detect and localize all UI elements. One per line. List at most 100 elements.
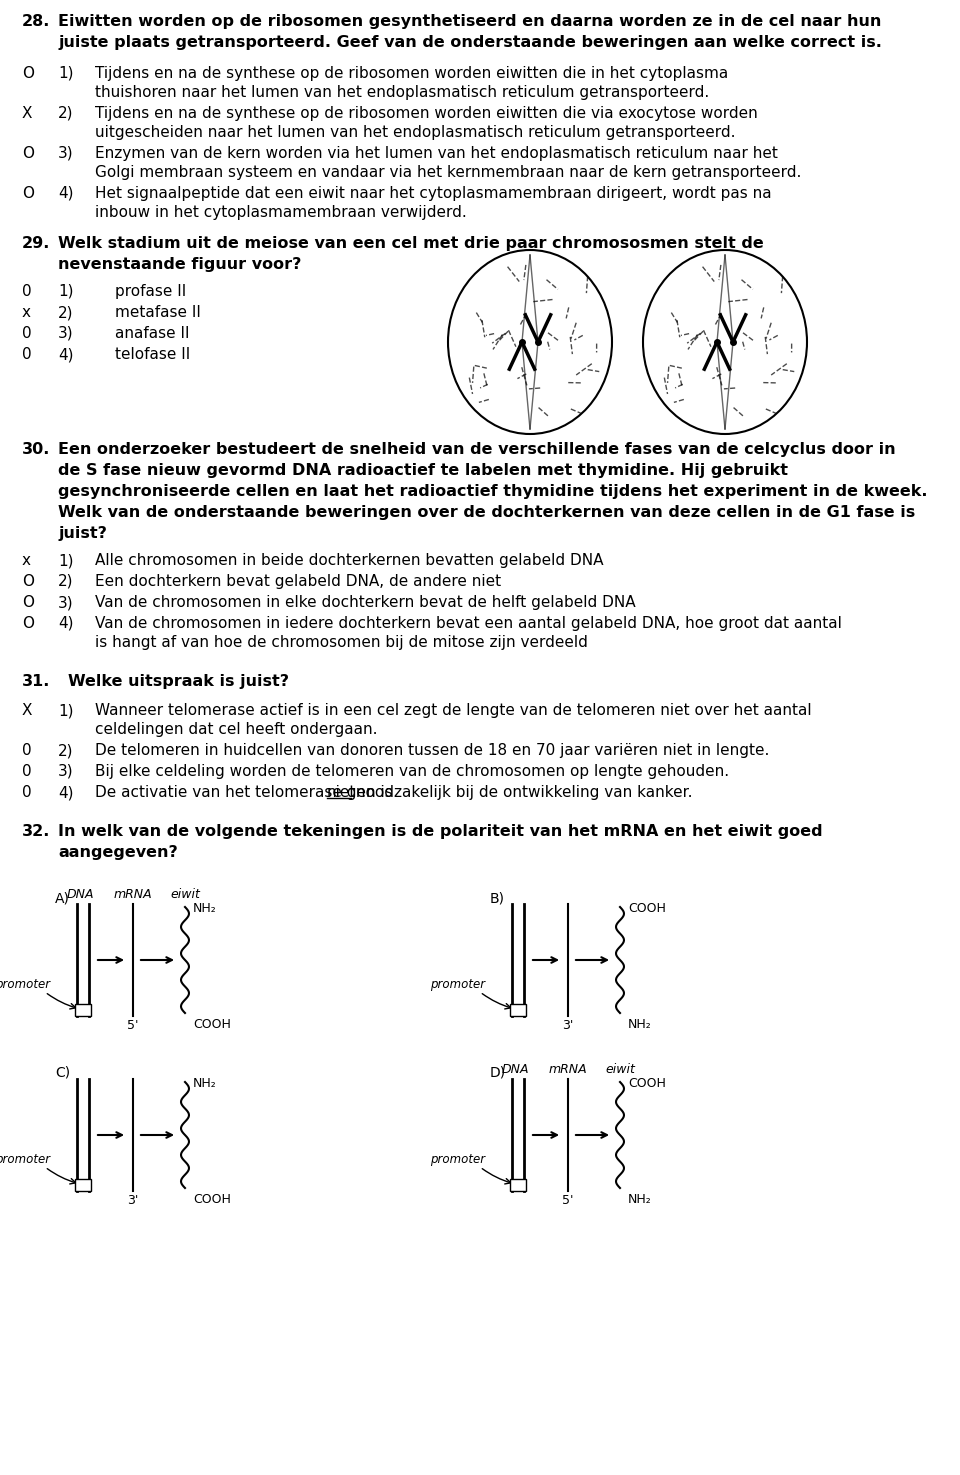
Text: O: O bbox=[22, 594, 34, 611]
Text: Welke uitspraak is juist?: Welke uitspraak is juist? bbox=[68, 674, 289, 689]
Text: O: O bbox=[22, 66, 34, 81]
Bar bbox=[510, 1179, 526, 1190]
Text: Bij elke celdeling worden de telomeren van de chromosomen op lengte gehouden.: Bij elke celdeling worden de telomeren v… bbox=[95, 764, 730, 779]
Text: O: O bbox=[22, 617, 34, 631]
Text: De telomeren in huidcellen van donoren tussen de 18 en 70 jaar variëren niet in : De telomeren in huidcellen van donoren t… bbox=[95, 743, 769, 758]
Text: 30.: 30. bbox=[22, 442, 50, 457]
Text: 4): 4) bbox=[58, 785, 74, 799]
Text: 3': 3' bbox=[563, 1019, 574, 1032]
Text: 2): 2) bbox=[58, 106, 74, 121]
Text: 4): 4) bbox=[58, 617, 74, 631]
Text: 2): 2) bbox=[58, 305, 74, 320]
Text: X: X bbox=[22, 106, 33, 121]
Text: 3': 3' bbox=[128, 1193, 138, 1207]
Text: uitgescheiden naar het lumen van het endoplasmatisch reticulum getransporteerd.: uitgescheiden naar het lumen van het end… bbox=[95, 125, 735, 140]
Text: 4): 4) bbox=[58, 347, 74, 361]
Text: Eiwitten worden op de ribosomen gesynthetiseerd en daarna worden ze in de cel na: Eiwitten worden op de ribosomen gesynthe… bbox=[58, 13, 881, 30]
Text: x: x bbox=[22, 305, 31, 320]
Text: Van de chromosomen in iedere dochterkern bevat een aantal gelabeld DNA, hoe groo: Van de chromosomen in iedere dochterkern… bbox=[95, 617, 842, 631]
Text: 0: 0 bbox=[22, 347, 32, 361]
Text: B): B) bbox=[490, 891, 505, 906]
Text: C): C) bbox=[55, 1066, 70, 1080]
Text: thuishoren naar het lumen van het endoplasmatisch reticulum getransporteerd.: thuishoren naar het lumen van het endopl… bbox=[95, 86, 709, 100]
Text: Een onderzoeker bestudeert de snelheid van de verschillende fases van de celcycl: Een onderzoeker bestudeert de snelheid v… bbox=[58, 442, 896, 457]
Text: celdelingen dat cel heeft ondergaan.: celdelingen dat cel heeft ondergaan. bbox=[95, 721, 377, 738]
Text: Wanneer telomerase actief is in een cel zegt de lengte van de telomeren niet ove: Wanneer telomerase actief is in een cel … bbox=[95, 704, 811, 718]
Text: 3): 3) bbox=[58, 326, 74, 341]
Text: 28.: 28. bbox=[22, 13, 50, 30]
Text: NH₂: NH₂ bbox=[193, 903, 217, 914]
Text: telofase II: telofase II bbox=[115, 347, 190, 361]
Text: Enzymen van de kern worden via het lumen van het endoplasmatisch reticulum naar : Enzymen van de kern worden via het lumen… bbox=[95, 146, 778, 161]
Text: COOH: COOH bbox=[193, 1193, 230, 1207]
Text: Van de chromosomen in elke dochterkern bevat de helft gelabeld DNA: Van de chromosomen in elke dochterkern b… bbox=[95, 594, 636, 611]
Text: NH₂: NH₂ bbox=[628, 1193, 652, 1207]
Text: 0: 0 bbox=[22, 785, 32, 799]
Text: 0: 0 bbox=[22, 743, 32, 758]
Text: De activatie van het telomerase gen is: De activatie van het telomerase gen is bbox=[95, 785, 397, 799]
Text: metafase II: metafase II bbox=[115, 305, 201, 320]
Text: NH₂: NH₂ bbox=[628, 1018, 652, 1031]
Text: 3): 3) bbox=[58, 594, 74, 611]
Text: 4): 4) bbox=[58, 186, 74, 201]
Text: promoter: promoter bbox=[0, 1153, 50, 1167]
Text: Golgi membraan systeem en vandaar via het kernmembraan naar de kern getransporte: Golgi membraan systeem en vandaar via he… bbox=[95, 165, 802, 180]
Text: COOH: COOH bbox=[193, 1018, 230, 1031]
Text: juiste plaats getransporteerd. Geef van de onderstaande beweringen aan welke cor: juiste plaats getransporteerd. Geef van … bbox=[58, 35, 882, 50]
Text: Het signaalpeptide dat een eiwit naar het cytoplasmamembraan dirigeert, wordt pa: Het signaalpeptide dat een eiwit naar he… bbox=[95, 186, 772, 201]
Text: Tijdens en na de synthese op de ribosomen worden eiwitten die via exocytose word: Tijdens en na de synthese op de ribosome… bbox=[95, 106, 757, 121]
Text: D): D) bbox=[490, 1066, 506, 1080]
Text: 31.: 31. bbox=[22, 674, 50, 689]
Text: Alle chromosomen in beide dochterkernen bevatten gelabeld DNA: Alle chromosomen in beide dochterkernen … bbox=[95, 553, 604, 568]
Text: 1): 1) bbox=[58, 285, 74, 299]
Text: 5': 5' bbox=[128, 1019, 139, 1032]
Text: inbouw in het cytoplasmamembraan verwijderd.: inbouw in het cytoplasmamembraan verwijd… bbox=[95, 205, 467, 220]
Text: 32.: 32. bbox=[22, 825, 50, 839]
Text: anafase II: anafase II bbox=[115, 326, 189, 341]
Text: 0: 0 bbox=[22, 326, 32, 341]
Text: In welk van de volgende tekeningen is de polariteit van het mRNA en het eiwit go: In welk van de volgende tekeningen is de… bbox=[58, 825, 823, 839]
Text: A): A) bbox=[55, 891, 70, 906]
Text: 0: 0 bbox=[22, 285, 32, 299]
Text: COOH: COOH bbox=[628, 903, 666, 914]
Text: DNA: DNA bbox=[66, 888, 94, 901]
Text: DNA: DNA bbox=[501, 1063, 529, 1075]
Text: O: O bbox=[22, 186, 34, 201]
Text: 2): 2) bbox=[58, 574, 74, 589]
Text: gesynchroniseerde cellen en laat het radioactief thymidine tijdens het experimen: gesynchroniseerde cellen en laat het rad… bbox=[58, 484, 927, 499]
Text: NH₂: NH₂ bbox=[193, 1077, 217, 1090]
Text: x: x bbox=[22, 553, 31, 568]
Text: X: X bbox=[22, 704, 33, 718]
Text: promoter: promoter bbox=[430, 1153, 485, 1167]
Text: profase II: profase II bbox=[115, 285, 186, 299]
Text: eiwit: eiwit bbox=[605, 1063, 635, 1075]
Bar bbox=[75, 1179, 91, 1190]
Text: juist?: juist? bbox=[58, 527, 107, 541]
Text: promoter: promoter bbox=[0, 978, 50, 991]
Bar bbox=[510, 1004, 526, 1016]
Text: 1): 1) bbox=[58, 66, 74, 81]
Text: O: O bbox=[22, 574, 34, 589]
Text: Welk stadium uit de meiose van een cel met drie paar chromososmen stelt de: Welk stadium uit de meiose van een cel m… bbox=[58, 236, 764, 251]
Text: Welk van de onderstaande beweringen over de dochterkernen van deze cellen in de : Welk van de onderstaande beweringen over… bbox=[58, 504, 915, 521]
Text: 3): 3) bbox=[58, 146, 74, 161]
Text: nevenstaande figuur voor?: nevenstaande figuur voor? bbox=[58, 257, 301, 271]
Text: promoter: promoter bbox=[430, 978, 485, 991]
Bar bbox=[75, 1004, 91, 1016]
Text: niet: niet bbox=[327, 785, 356, 799]
Text: 1): 1) bbox=[58, 704, 74, 718]
Text: Een dochterkern bevat gelabeld DNA, de andere niet: Een dochterkern bevat gelabeld DNA, de a… bbox=[95, 574, 501, 589]
Text: noodzakelijk bij de ontwikkeling van kanker.: noodzakelijk bij de ontwikkeling van kan… bbox=[350, 785, 692, 799]
Text: mRNA: mRNA bbox=[549, 1063, 588, 1075]
Text: eiwit: eiwit bbox=[170, 888, 200, 901]
Text: COOH: COOH bbox=[628, 1077, 666, 1090]
Text: 29.: 29. bbox=[22, 236, 50, 251]
Text: is hangt af van hoe de chromosomen bij de mitose zijn verdeeld: is hangt af van hoe de chromosomen bij d… bbox=[95, 636, 588, 650]
Text: 0: 0 bbox=[22, 764, 32, 779]
Text: 5': 5' bbox=[563, 1193, 574, 1207]
Text: aangegeven?: aangegeven? bbox=[58, 845, 178, 860]
Text: O: O bbox=[22, 146, 34, 161]
Text: 2): 2) bbox=[58, 743, 74, 758]
Text: 1): 1) bbox=[58, 553, 74, 568]
Text: mRNA: mRNA bbox=[113, 888, 153, 901]
